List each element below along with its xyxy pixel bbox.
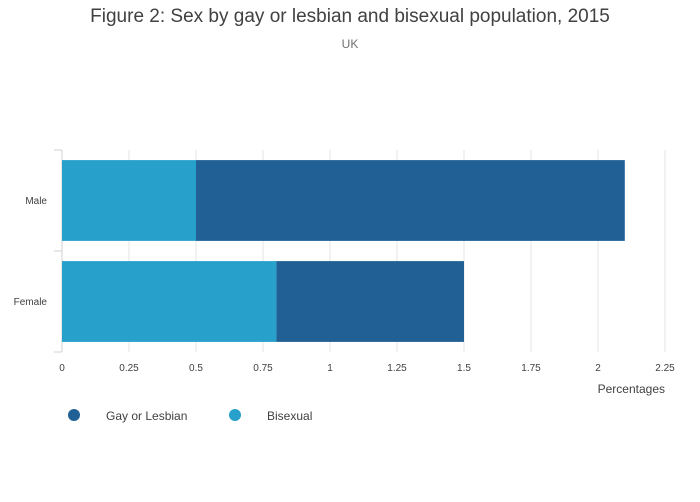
legend-label: Gay or Lesbian — [106, 409, 187, 423]
bar-female-gay-or-lesbian[interactable] — [276, 261, 464, 342]
y-tick-label: Male — [25, 196, 47, 207]
y-tick-label: Female — [14, 297, 48, 308]
x-axis-title: Percentages — [598, 382, 665, 396]
x-tick-label: 2.25 — [655, 363, 675, 374]
x-tick-label: 1.75 — [521, 363, 541, 374]
bar-male-gay-or-lesbian[interactable] — [196, 160, 625, 241]
bar-female-bisexual[interactable] — [62, 261, 277, 342]
chart-title: Figure 2: Sex by gay or lesbian and bise… — [90, 6, 610, 27]
legend-label: Bisexual — [267, 409, 312, 423]
legend[interactable]: Gay or Lesbian Bisexual — [68, 409, 312, 423]
x-tick-label: 2 — [595, 363, 601, 374]
x-tick-label: 1.25 — [387, 363, 407, 374]
legend-marker — [68, 409, 80, 421]
legend-item[interactable]: Gay or Lesbian — [68, 409, 187, 423]
legend-marker — [229, 409, 241, 421]
x-tick-label: 0 — [59, 363, 65, 374]
x-tick-label: 1.5 — [457, 363, 471, 374]
bar-male-bisexual[interactable] — [62, 160, 196, 241]
y-axis — [54, 149, 63, 353]
y-tick-labels: Male Female — [14, 196, 48, 308]
x-tick-label: 1 — [327, 363, 333, 374]
x-tick-label: 0.75 — [253, 363, 273, 374]
legend-item[interactable]: Bisexual — [229, 409, 312, 423]
x-tick-label: 0.5 — [189, 363, 203, 374]
bars — [62, 160, 625, 342]
x-tick-label: 0.25 — [119, 363, 139, 374]
chart-subtitle: UK — [341, 37, 359, 51]
x-tick-labels: 0 0.25 0.5 0.75 1 1.25 1.5 1.75 2 2.25 — [59, 363, 675, 374]
